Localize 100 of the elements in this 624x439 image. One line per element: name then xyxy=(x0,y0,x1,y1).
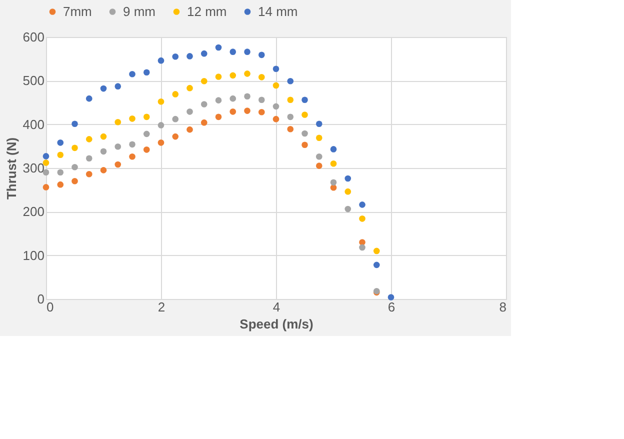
point xyxy=(86,136,92,142)
point xyxy=(158,98,164,105)
point xyxy=(258,74,265,80)
point xyxy=(143,130,150,138)
point xyxy=(316,120,322,128)
point xyxy=(215,114,222,120)
point xyxy=(129,153,136,160)
y-tick-label: 500 xyxy=(22,73,44,88)
point xyxy=(86,95,92,102)
point xyxy=(272,116,280,122)
point xyxy=(57,140,64,146)
point xyxy=(230,95,236,102)
legend-label: 12 mm xyxy=(187,4,227,19)
point xyxy=(244,70,250,77)
point xyxy=(316,134,322,142)
point xyxy=(186,108,193,115)
point xyxy=(72,120,78,128)
point xyxy=(287,126,294,132)
point xyxy=(100,148,107,155)
point xyxy=(158,57,164,64)
point xyxy=(330,184,337,191)
point xyxy=(287,78,294,84)
point xyxy=(114,143,122,150)
legend-label: 14 mm xyxy=(258,4,298,19)
point xyxy=(57,181,64,188)
point xyxy=(258,108,265,116)
point xyxy=(302,112,308,118)
y-tick-label: 400 xyxy=(22,116,44,132)
point xyxy=(316,153,322,160)
point xyxy=(172,133,179,140)
point xyxy=(143,146,150,153)
point xyxy=(215,44,222,51)
point xyxy=(114,161,122,168)
y-tick-label: 100 xyxy=(22,248,44,263)
point xyxy=(215,97,222,104)
point xyxy=(344,175,352,182)
point xyxy=(129,70,136,78)
point xyxy=(172,91,179,98)
y-tick-label: 200 xyxy=(22,204,44,220)
point xyxy=(244,108,250,114)
point xyxy=(287,96,294,104)
point xyxy=(330,179,337,186)
point xyxy=(200,78,208,84)
x-axis-title: Speed (m/s) xyxy=(240,316,314,332)
point xyxy=(200,50,208,57)
x-tick-label: 6 xyxy=(388,300,396,314)
x-tick-label: 2 xyxy=(158,300,166,314)
point xyxy=(57,152,64,158)
x-tick-label: 4 xyxy=(272,300,280,314)
point xyxy=(359,244,366,251)
point xyxy=(359,216,366,222)
point xyxy=(272,66,280,72)
point xyxy=(302,142,308,148)
x-tick-label: 0 xyxy=(46,300,54,314)
point xyxy=(143,114,150,120)
point xyxy=(186,53,193,60)
legend-label: 9 mm xyxy=(123,4,156,19)
point xyxy=(200,101,208,108)
y-tick-label: 300 xyxy=(22,160,44,176)
point xyxy=(72,144,78,152)
point xyxy=(114,83,122,90)
point xyxy=(373,248,380,254)
point xyxy=(100,85,107,92)
point xyxy=(258,52,265,58)
point xyxy=(129,116,136,122)
point xyxy=(230,72,236,79)
point xyxy=(272,103,280,110)
point xyxy=(344,206,352,212)
point xyxy=(330,160,337,167)
point xyxy=(42,184,50,190)
y-axis-title: Thrust (N) xyxy=(4,137,19,200)
point xyxy=(244,48,250,55)
point xyxy=(230,108,236,115)
point xyxy=(258,96,265,104)
point xyxy=(86,170,92,178)
point xyxy=(57,169,64,176)
point xyxy=(330,146,337,152)
point xyxy=(72,164,78,170)
point xyxy=(359,202,366,208)
point xyxy=(200,119,208,126)
point xyxy=(129,141,136,148)
point xyxy=(388,294,394,300)
point xyxy=(172,116,179,122)
legend-label: 7mm xyxy=(63,4,92,19)
point xyxy=(316,162,322,169)
point xyxy=(186,84,193,92)
point xyxy=(100,167,107,174)
y-tick-label: 600 xyxy=(22,30,44,44)
point xyxy=(158,140,164,146)
point xyxy=(86,155,92,162)
point xyxy=(215,74,222,80)
point xyxy=(302,130,308,137)
point xyxy=(42,153,50,160)
point xyxy=(114,118,122,126)
point xyxy=(172,53,179,60)
point xyxy=(186,126,193,133)
point xyxy=(302,96,308,104)
point xyxy=(344,188,352,195)
x-tick-label: 8 xyxy=(499,300,506,314)
point xyxy=(72,178,78,184)
